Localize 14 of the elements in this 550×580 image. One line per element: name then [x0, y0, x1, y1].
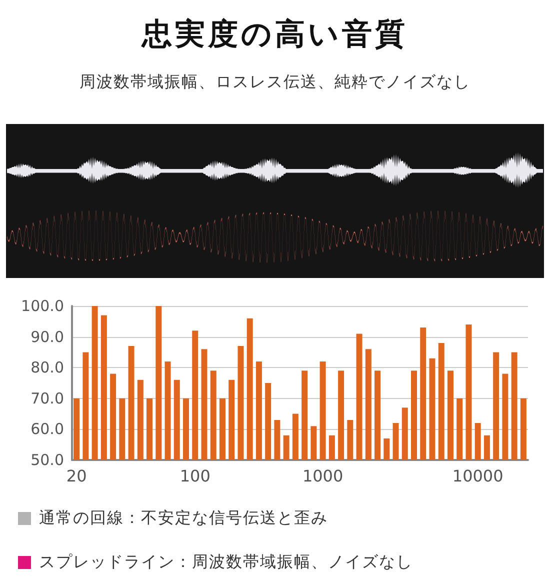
y-tick-label: 70.0 [30, 389, 64, 408]
chart-subtitle: 周波数帯域振幅、ロスレス伝送、純粋でノイズなし [78, 72, 472, 93]
text: スプレッドライン：周波数帯域振幅、ノイズなし [39, 552, 413, 573]
x-tick-label: 10000 [452, 466, 504, 486]
y-tick-label: 50.0 [30, 451, 64, 469]
y-tick-label: 60.0 [30, 420, 64, 438]
x-tick-label: 100 [180, 466, 210, 486]
y-tick-label: 90.0 [30, 328, 64, 346]
text: 通常の回線：不安定な信号伝送と歪み [39, 508, 328, 529]
x-tick-label: 1000 [302, 466, 344, 486]
y-tick-label: 80.0 [30, 358, 64, 377]
x-tick-label: 20 [66, 466, 87, 486]
chart-title: 忠実度の高い音質 [140, 16, 409, 54]
y-tick-label: 100.0 [21, 297, 64, 315]
